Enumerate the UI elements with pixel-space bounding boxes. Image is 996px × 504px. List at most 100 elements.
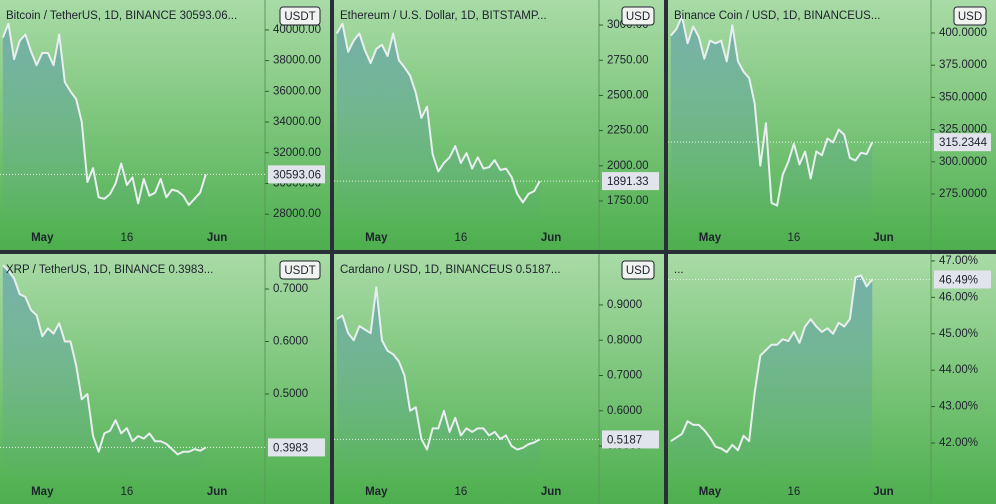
area xyxy=(670,275,873,482)
y-tick-label: 40000.00 xyxy=(273,24,321,36)
y-tick-label: 0.8000 xyxy=(607,334,642,346)
y-tick-label: 36000.00 xyxy=(273,85,321,97)
chart-panel: 42.00% 43.00% 44.00% 45.00% 46.00% 47.00% May 1… xyxy=(668,254,996,504)
price-tag-label: 30593.06 xyxy=(273,169,321,181)
y-tick-label: 300.0000 xyxy=(939,156,987,168)
x-tick-label: May xyxy=(699,486,722,498)
price-line xyxy=(335,22,541,204)
chart-panel: 1750.002000.002250.002500.002750.003000.… xyxy=(334,0,664,250)
plot xyxy=(0,22,265,228)
x-tick-label: Jun xyxy=(207,486,227,498)
y-tick-label: 325.0000 xyxy=(939,124,987,136)
x-tick-label: May xyxy=(31,486,54,498)
chart-title: Cardano / USD, 1D, BINANCEUS 0.5187... xyxy=(340,264,561,276)
price-tag-label: 315.2344 xyxy=(939,137,988,149)
price-tag xyxy=(268,438,325,457)
currency-badge xyxy=(621,260,655,280)
y-tick-label: 2250.00 xyxy=(607,125,649,137)
currency-label: USDT xyxy=(284,11,315,23)
price-line xyxy=(670,274,874,454)
x-tick-label: 16 xyxy=(454,486,467,498)
price-tag-label: 0.3983 xyxy=(273,442,308,454)
y-tick-label: 28000.00 xyxy=(273,208,321,220)
chart-panel: 0.50000.60000.70000.80000.9000May16Jun0.… xyxy=(334,254,664,504)
currency-label: USD xyxy=(958,11,982,23)
x-tick-label: May xyxy=(699,232,722,244)
area xyxy=(2,265,206,482)
y-tick-label: 38000.00 xyxy=(273,55,321,67)
x-tick-label: Jun xyxy=(541,232,561,244)
currency-badge xyxy=(621,6,655,26)
area xyxy=(670,16,873,228)
price-line xyxy=(670,15,874,207)
x-tick-label: May xyxy=(365,232,388,244)
y-tick-label: 32000.00 xyxy=(273,147,321,159)
x-tick-label: 16 xyxy=(788,232,801,244)
y-tick-label: 0.5000 xyxy=(273,388,308,400)
chart-title: ... xyxy=(674,264,684,276)
chart-title: XRP / TetherUS, 1D, BINANCE 0.3983... xyxy=(6,264,213,276)
currency-badge xyxy=(279,260,321,280)
chart-title: Binance Coin / USD, 1D, BINANCEUS... xyxy=(674,10,880,22)
y-tick-label: 0.6000 xyxy=(273,336,308,348)
plot xyxy=(668,15,931,228)
y-tick-label: 0.7000 xyxy=(607,370,642,382)
x-tick-label: Jun xyxy=(873,232,893,244)
chart-panel: 0.5000 0.6000 0.7000 May 16 Jun 0.3983 XRP / Te… xyxy=(0,254,330,504)
currency-badge xyxy=(953,6,987,26)
price-tag xyxy=(268,165,325,184)
y-tick-label: 1750.00 xyxy=(607,195,649,207)
y-tick-label: 375.0000 xyxy=(939,59,987,71)
y-tick-label: 2750.00 xyxy=(607,54,649,66)
y-tick-label: 0.6000 xyxy=(607,405,642,417)
currency-label: USD xyxy=(626,11,650,23)
x-tick-label: 16 xyxy=(454,232,467,244)
chart-title: Bitcoin / TetherUS, 1D, BINANCE 30593.06… xyxy=(6,10,237,22)
x-tick-label: Jun xyxy=(541,486,561,498)
chart-panel: 28000.0030000.0032000.0034000.0036000.00… xyxy=(0,0,330,250)
price-tag-label: 1891.33 xyxy=(607,176,649,188)
chart-panel: 275.0000 300.0000 325.0000 350.0000 375.0000… xyxy=(668,0,996,250)
plot xyxy=(334,22,599,228)
price-tag-label: 0.5187 xyxy=(607,434,642,446)
y-tick-label: 0.7000 xyxy=(273,283,308,295)
area xyxy=(2,23,206,228)
price-tag xyxy=(934,270,991,289)
currency-badge xyxy=(279,6,321,26)
x-tick-label: 16 xyxy=(788,486,801,498)
y-tick-label: 43.00% xyxy=(939,401,978,413)
x-tick-label: 16 xyxy=(120,232,133,244)
y-tick-label: 45.00% xyxy=(939,328,978,340)
currency-label: USD xyxy=(626,265,650,277)
y-tick-label: 46.00% xyxy=(939,291,978,303)
y-tick-label: 2500.00 xyxy=(607,89,649,101)
y-tick-label: 42.00% xyxy=(939,437,978,449)
y-tick-label: 47.00% xyxy=(939,255,978,267)
y-tick-label: 44.00% xyxy=(939,364,978,376)
x-tick-label: Jun xyxy=(873,486,893,498)
y-tick-label: 2000.00 xyxy=(607,160,649,172)
plot xyxy=(334,286,599,482)
x-tick-label: May xyxy=(31,232,54,244)
price-tag xyxy=(934,133,991,152)
price-tag-label: 46.49% xyxy=(939,275,978,287)
y-tick-label: 275.0000 xyxy=(939,188,987,200)
price-tag xyxy=(602,172,659,191)
y-tick-label: 400.0000 xyxy=(939,27,987,39)
x-tick-label: May xyxy=(365,486,388,498)
price-tag xyxy=(602,430,659,449)
y-tick-label: 350.0000 xyxy=(939,91,987,103)
price-line xyxy=(2,264,207,456)
price-line xyxy=(1,22,207,206)
chart-title: Ethereum / U.S. Dollar, 1D, BITSTAMP... xyxy=(340,10,547,22)
plot xyxy=(668,274,931,482)
y-tick-label: 0.9000 xyxy=(607,299,642,311)
x-tick-label: Jun xyxy=(207,232,227,244)
plot xyxy=(0,264,265,482)
y-tick-label: 34000.00 xyxy=(273,116,321,128)
x-tick-label: 16 xyxy=(120,486,133,498)
area xyxy=(336,287,540,482)
price-line xyxy=(336,286,541,451)
currency-label: USDT xyxy=(284,265,315,277)
